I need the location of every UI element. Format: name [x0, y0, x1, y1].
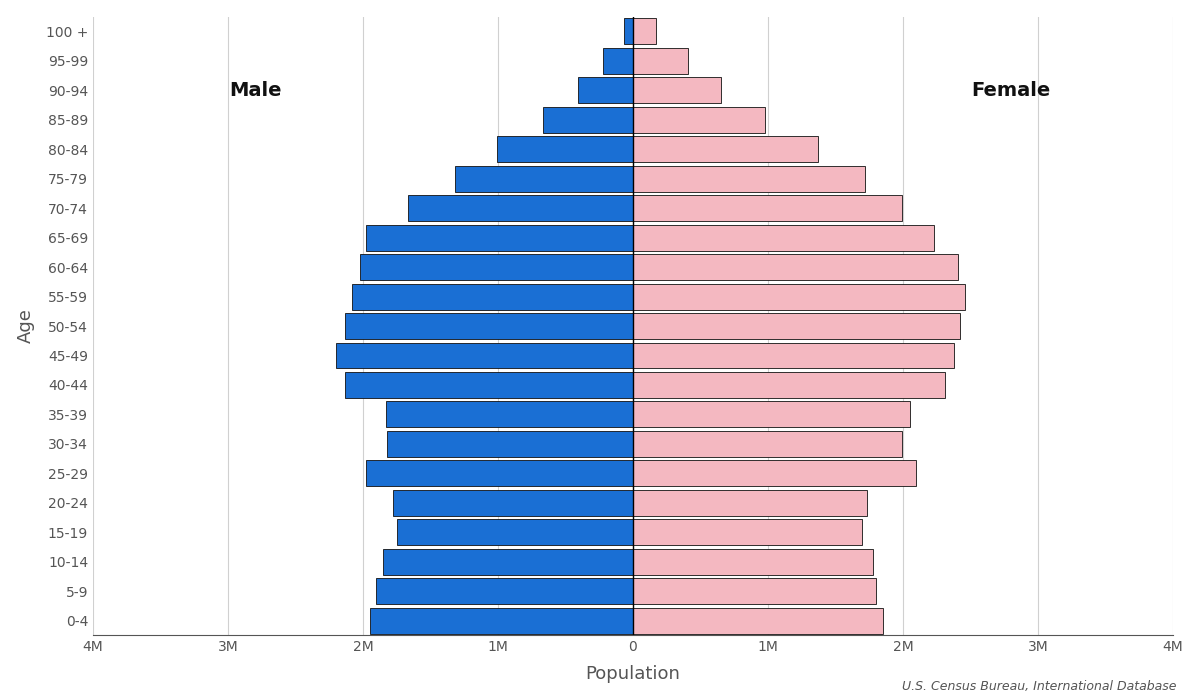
- Bar: [632, 401, 910, 428]
- Y-axis label: Age: Age: [17, 309, 35, 344]
- Bar: [408, 195, 632, 221]
- Text: Female: Female: [971, 80, 1050, 100]
- Bar: [632, 608, 883, 634]
- Bar: [604, 48, 632, 74]
- Bar: [632, 313, 960, 339]
- Bar: [632, 519, 863, 545]
- Bar: [632, 18, 656, 44]
- Bar: [632, 372, 944, 398]
- Bar: [392, 490, 632, 516]
- Bar: [632, 254, 959, 280]
- Bar: [632, 48, 689, 74]
- Bar: [346, 313, 632, 339]
- Bar: [366, 225, 632, 251]
- Bar: [632, 431, 901, 457]
- Bar: [497, 136, 632, 162]
- Bar: [632, 78, 721, 104]
- Bar: [632, 284, 965, 309]
- Bar: [353, 284, 632, 309]
- Bar: [632, 225, 934, 251]
- Bar: [383, 549, 632, 575]
- Bar: [632, 549, 874, 575]
- Bar: [632, 461, 917, 486]
- Bar: [336, 342, 632, 368]
- Bar: [542, 107, 632, 133]
- Bar: [632, 136, 818, 162]
- Bar: [388, 431, 632, 457]
- Bar: [624, 18, 632, 44]
- Bar: [632, 342, 954, 368]
- Text: U.S. Census Bureau, International Database: U.S. Census Bureau, International Databa…: [901, 680, 1176, 693]
- Bar: [377, 578, 632, 604]
- Bar: [632, 107, 766, 133]
- Bar: [455, 166, 632, 192]
- Bar: [632, 166, 865, 192]
- Text: Male: Male: [229, 80, 281, 100]
- Bar: [632, 578, 876, 604]
- Bar: [346, 372, 632, 398]
- Bar: [632, 490, 866, 516]
- Bar: [577, 78, 632, 104]
- Bar: [632, 195, 901, 221]
- Bar: [360, 254, 632, 280]
- Bar: [397, 519, 632, 545]
- Bar: [370, 608, 632, 634]
- Bar: [366, 461, 632, 486]
- X-axis label: Population: Population: [586, 665, 680, 683]
- Bar: [386, 401, 632, 428]
